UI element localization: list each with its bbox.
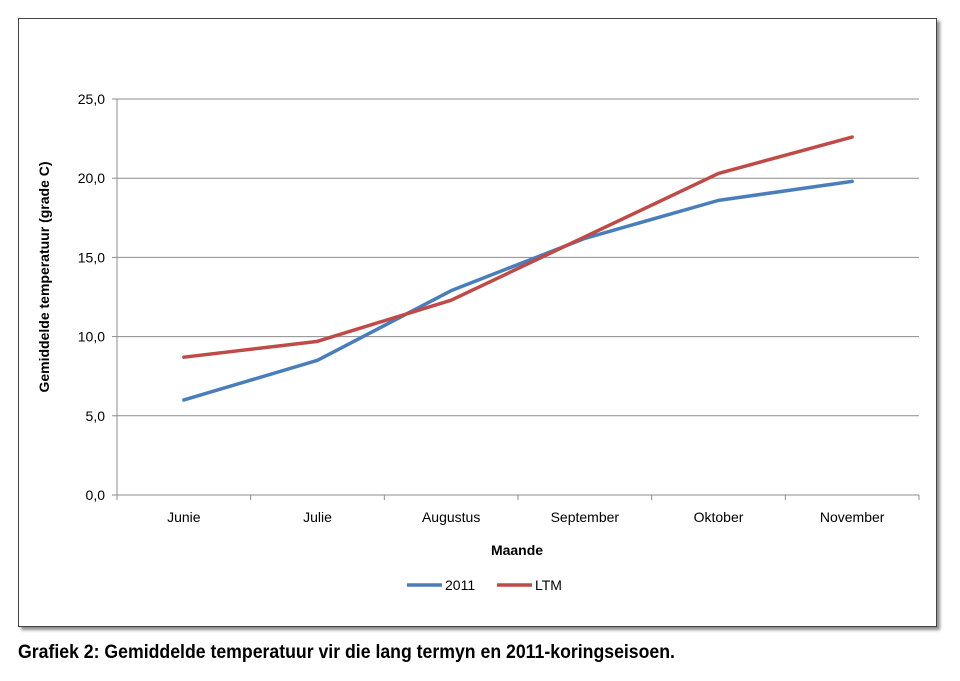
legend: 2011 LTM [407,577,562,593]
series-lines [182,135,854,402]
chart-frame: 0,0 5,0 10,0 15,0 20,0 25,0 Junie Julie Augustus… [18,18,937,627]
x-tick-label: Junie [167,509,201,525]
y-tick-label: 20,0 [78,170,105,186]
y-tick-label: 15,0 [78,249,105,265]
x-tick-label: Augustus [422,509,480,525]
series-line-ltm [182,135,854,359]
y-axis-title: Gemiddelde temperatuur (grade C) [36,161,52,392]
x-tick-label: Julie [303,509,332,525]
y-tick-label: 25,0 [78,91,105,107]
figure-caption: Grafiek 2: Gemiddelde temperatuur vir di… [18,642,675,663]
y-tick-label: 10,0 [78,329,105,345]
legend-label-2011: 2011 [445,577,475,593]
x-tick-label: September [551,509,620,525]
axes: 0,0 5,0 10,0 15,0 20,0 25,0 Junie Julie Augustus… [78,91,920,525]
y-tick-label: 5,0 [86,408,106,424]
x-tick-label: November [820,509,885,525]
line-chart: 0,0 5,0 10,0 15,0 20,0 25,0 Junie Julie Augustus… [36,91,920,593]
x-tick-label: Oktober [694,509,744,525]
x-axis-title: Maande [491,542,543,558]
series-line-2011 [182,179,854,402]
y-tick-label: 0,0 [86,487,106,503]
gridlines [117,98,919,417]
legend-label-ltm: LTM [535,577,562,593]
